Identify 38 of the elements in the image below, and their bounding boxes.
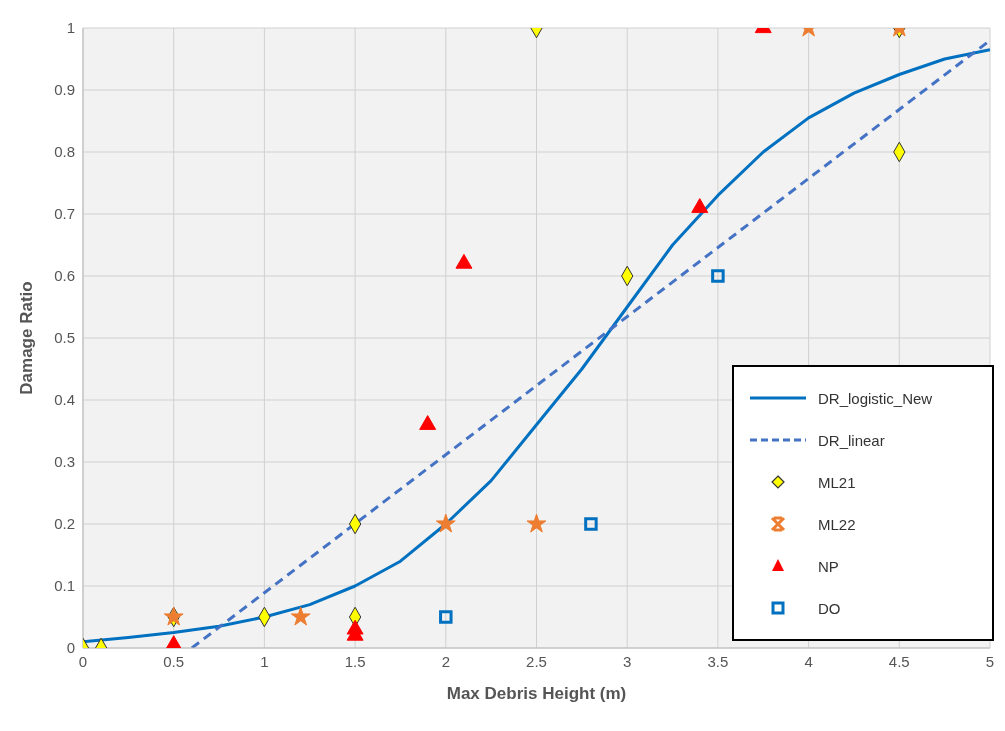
y-tick-label: 0.5 bbox=[54, 329, 75, 347]
point bbox=[526, 513, 547, 533]
y-axis-title: Damage Ratio bbox=[17, 281, 37, 395]
point bbox=[290, 606, 311, 626]
legend-label: ML22 bbox=[818, 515, 856, 533]
y-tick-label: 0 bbox=[66, 639, 75, 657]
y-tick-label: 0.7 bbox=[54, 205, 75, 223]
point bbox=[711, 269, 725, 283]
legend-label: DR_linear bbox=[818, 431, 885, 449]
legend-label: ML21 bbox=[818, 473, 856, 491]
x-tick-label: 1.5 bbox=[344, 652, 366, 670]
y-tick-label: 0.3 bbox=[54, 453, 75, 471]
x-tick-label: 5 bbox=[985, 652, 995, 670]
x-tick-label: 3 bbox=[623, 652, 632, 670]
y-tick-label: 0.4 bbox=[54, 391, 75, 409]
y-tick-label: 0.6 bbox=[54, 267, 75, 285]
point bbox=[439, 610, 453, 624]
y-tick-label: 0.2 bbox=[54, 515, 75, 533]
x-tick-label: 0.5 bbox=[163, 652, 185, 670]
point bbox=[584, 517, 598, 531]
y-tick-label: 0.8 bbox=[54, 143, 75, 161]
legend-label: DR_logistic_New bbox=[818, 389, 933, 407]
legend-label: NP bbox=[818, 557, 839, 575]
point bbox=[346, 619, 364, 635]
point bbox=[165, 635, 183, 648]
x-axis-title: Max Debris Height (m) bbox=[446, 684, 627, 703]
point bbox=[435, 513, 456, 533]
x-tick-label: 2 bbox=[441, 652, 450, 670]
x-tick-label: 4 bbox=[804, 652, 813, 670]
y-tick-label: 0.1 bbox=[54, 577, 75, 595]
y-tick-label: 0.9 bbox=[54, 81, 75, 99]
legend-label: DO bbox=[818, 599, 841, 617]
y-tick-label: 1 bbox=[66, 19, 75, 37]
x-tick-label: 3.5 bbox=[707, 652, 729, 670]
x-tick-label: 0 bbox=[78, 652, 88, 670]
x-tick-label: 1 bbox=[260, 652, 269, 670]
x-tick-label: 2.5 bbox=[526, 652, 547, 670]
x-tick-label: 4.5 bbox=[888, 652, 910, 670]
